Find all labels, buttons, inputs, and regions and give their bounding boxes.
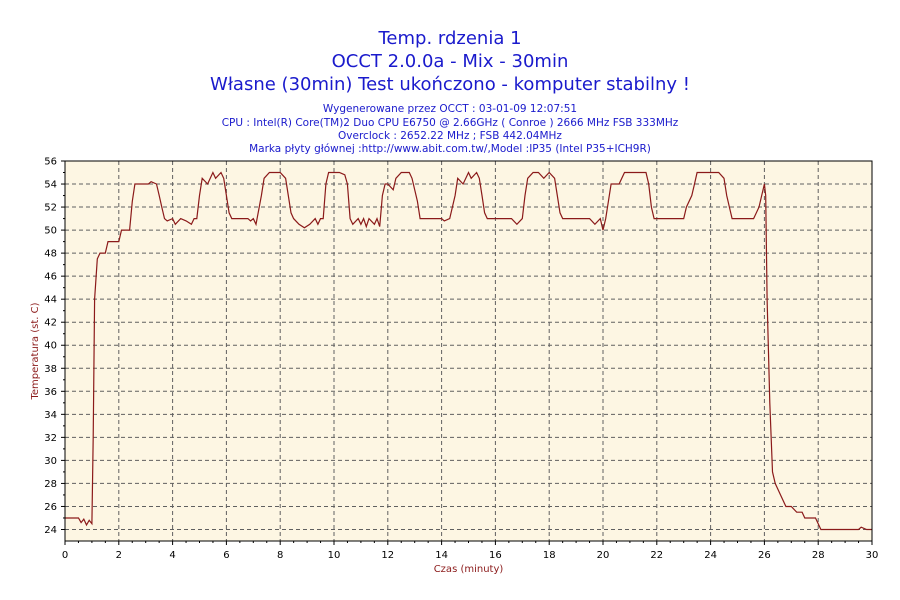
y-tick-label: 50 bbox=[44, 226, 57, 237]
x-tick: 16 bbox=[489, 541, 502, 561]
x-tick: 2 bbox=[116, 541, 122, 561]
x-tick: 10 bbox=[328, 541, 341, 561]
x-tick: 14 bbox=[435, 541, 448, 561]
y-tick-label: 26 bbox=[44, 502, 57, 513]
cpu-info: CPU : Intel(R) Core(TM)2 Duo CPU E6750 @… bbox=[221, 117, 679, 129]
y-tick: 48 bbox=[44, 249, 65, 260]
x-tick-label: 8 bbox=[277, 550, 283, 561]
plot-border bbox=[64, 160, 873, 542]
x-tick-label: 6 bbox=[223, 550, 229, 561]
x-tick: 30 bbox=[866, 541, 879, 561]
x-tick: 8 bbox=[277, 541, 283, 561]
x-tick-label: 16 bbox=[489, 550, 502, 561]
y-tick-label: 42 bbox=[44, 318, 57, 329]
x-tick: 18 bbox=[543, 541, 556, 561]
motherboard-info: Marka płyty głównej :http://www.abit.com… bbox=[249, 143, 651, 155]
x-tick-label: 4 bbox=[169, 550, 175, 561]
y-tick: 56 bbox=[44, 157, 65, 168]
y-tick: 26 bbox=[44, 502, 65, 513]
y-tick: 44 bbox=[44, 295, 65, 306]
y-tick: 50 bbox=[44, 226, 65, 237]
chart-status-title: Własne (30min) Test ukończono - komputer… bbox=[210, 74, 690, 95]
x-tick-label: 30 bbox=[866, 550, 879, 561]
x-tick-label: 22 bbox=[650, 550, 663, 561]
x-tick-label: 24 bbox=[704, 550, 717, 561]
x-tick: 28 bbox=[812, 541, 825, 561]
y-tick-label: 28 bbox=[44, 479, 57, 490]
x-tick: 0 bbox=[62, 541, 68, 561]
y-axis-label: Temperatura (st. C) bbox=[30, 302, 41, 400]
y-tick-label: 52 bbox=[44, 203, 57, 214]
y-tick: 32 bbox=[44, 433, 65, 444]
x-tick: 12 bbox=[381, 541, 394, 561]
x-tick-label: 18 bbox=[543, 550, 556, 561]
y-tick-label: 32 bbox=[44, 433, 57, 444]
grid-lines bbox=[65, 161, 872, 541]
y-tick-label: 30 bbox=[44, 456, 57, 467]
y-tick-label: 48 bbox=[44, 249, 57, 260]
x-tick-label: 12 bbox=[381, 550, 394, 561]
y-tick: 40 bbox=[44, 341, 65, 352]
y-tick: 28 bbox=[44, 479, 65, 490]
x-tick: 26 bbox=[758, 541, 771, 561]
y-tick-label: 54 bbox=[44, 180, 57, 191]
overclock-info: Overclock : 2652.22 MHz ; FSB 442.04MHz bbox=[338, 130, 562, 142]
y-tick: 42 bbox=[44, 318, 65, 329]
y-tick-label: 24 bbox=[44, 525, 57, 536]
y-tick-label: 36 bbox=[44, 387, 57, 398]
y-tick-label: 40 bbox=[44, 341, 57, 352]
series-line-core-temp bbox=[65, 171, 872, 531]
y-tick: 30 bbox=[44, 456, 65, 467]
x-tick-label: 28 bbox=[812, 550, 825, 561]
generated-info: Wygenerowane przez OCCT : 03-01-09 12:07… bbox=[322, 103, 578, 115]
y-tick: 36 bbox=[44, 387, 65, 398]
y-tick: 52 bbox=[44, 203, 65, 214]
x-tick-label: 10 bbox=[328, 550, 341, 561]
x-tick-label: 2 bbox=[116, 550, 122, 561]
chart-subtitle: OCCT 2.0.0a - Mix - 30min bbox=[331, 51, 569, 72]
x-axis-label: Czas (minuty) bbox=[434, 564, 504, 575]
x-tick-label: 0 bbox=[62, 550, 68, 561]
plot-area bbox=[65, 161, 872, 541]
y-tick-label: 44 bbox=[44, 295, 57, 306]
x-tick-label: 26 bbox=[758, 550, 771, 561]
y-tick-label: 34 bbox=[44, 410, 57, 421]
y-axis: 24 26 28 30 32 34 36 38 40 42 44 46 48 50 52 54 56 bbox=[44, 157, 65, 536]
x-tick-label: 14 bbox=[435, 550, 448, 561]
y-tick-label: 56 bbox=[44, 157, 57, 168]
x-axis: 0 2 4 6 8 10 12 14 16 18 20 22 24 26 28 30 bbox=[62, 541, 879, 561]
x-tick-label: 20 bbox=[597, 550, 610, 561]
x-tick: 4 bbox=[169, 541, 176, 561]
y-tick: 46 bbox=[44, 272, 65, 283]
y-tick-label: 46 bbox=[44, 272, 57, 283]
chart-title: Temp. rdzenia 1 bbox=[378, 28, 522, 49]
y-tick: 38 bbox=[44, 364, 65, 375]
x-tick: 20 bbox=[597, 541, 610, 561]
x-tick: 6 bbox=[223, 541, 230, 561]
y-tick: 24 bbox=[44, 525, 65, 536]
y-tick: 54 bbox=[44, 180, 65, 191]
y-tick-label: 38 bbox=[44, 364, 57, 375]
x-tick: 22 bbox=[650, 541, 663, 561]
x-tick: 24 bbox=[704, 541, 717, 561]
y-tick: 34 bbox=[44, 410, 65, 421]
